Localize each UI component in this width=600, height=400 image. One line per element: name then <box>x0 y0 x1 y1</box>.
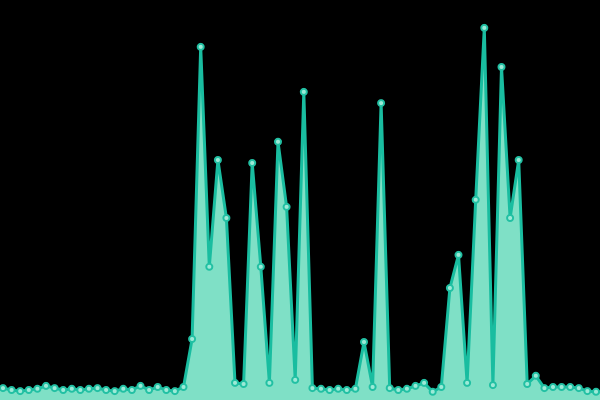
data-point-marker <box>102 386 111 394</box>
data-point-marker <box>342 386 351 394</box>
data-point-marker <box>239 380 248 388</box>
data-point-marker <box>540 384 549 393</box>
data-point-marker <box>179 383 188 391</box>
data-point-marker <box>42 381 50 390</box>
data-point-marker <box>265 378 274 387</box>
data-point-marker <box>317 384 325 393</box>
data-point-marker <box>84 384 93 393</box>
data-point-marker <box>583 387 592 396</box>
data-point-marker <box>248 159 257 167</box>
data-point-marker <box>119 384 128 393</box>
data-point-marker <box>506 214 515 222</box>
data-point-marker <box>196 42 205 51</box>
data-point-marker <box>488 381 497 390</box>
data-point-marker <box>463 378 472 387</box>
data-point-marker <box>480 23 489 32</box>
data-point-marker <box>497 63 506 71</box>
data-point-marker <box>222 214 231 222</box>
data-point-marker <box>471 195 480 204</box>
data-point-marker <box>282 202 291 211</box>
data-point-marker <box>93 384 102 393</box>
data-point-marker <box>231 378 239 387</box>
data-point-marker <box>420 378 429 387</box>
data-point-marker <box>213 156 222 164</box>
data-point-marker <box>127 386 136 394</box>
data-point-marker <box>162 386 171 394</box>
data-point-marker <box>454 250 463 259</box>
data-point-marker <box>428 387 437 396</box>
data-point-marker <box>59 386 68 394</box>
data-point-marker <box>411 381 420 390</box>
data-point-marker <box>145 386 154 394</box>
data-point-marker <box>67 384 76 393</box>
data-point-marker <box>402 384 411 393</box>
data-point-marker <box>33 384 42 393</box>
data-point-marker <box>205 262 214 271</box>
data-point-marker <box>76 386 85 394</box>
data-point-marker <box>566 383 575 391</box>
data-point-marker <box>110 387 119 396</box>
data-point-marker <box>377 99 386 108</box>
data-point-marker <box>549 383 557 391</box>
data-point-marker <box>299 87 308 96</box>
data-point-marker <box>514 156 523 164</box>
data-point-marker <box>188 335 197 343</box>
data-point-marker <box>445 284 454 292</box>
data-point-marker <box>16 387 25 396</box>
data-point-marker <box>574 384 583 393</box>
data-point-marker <box>557 383 566 391</box>
data-point-marker <box>24 386 33 394</box>
data-point-marker <box>308 384 317 393</box>
data-point-marker <box>325 386 334 394</box>
data-point-marker <box>256 262 265 271</box>
data-point-marker <box>368 383 377 391</box>
data-point-marker <box>523 380 532 388</box>
data-point-marker <box>7 386 16 394</box>
data-point-marker <box>351 384 360 393</box>
data-point-marker <box>385 384 394 393</box>
data-point-marker <box>531 371 540 380</box>
series-area-fill <box>0 27 600 400</box>
data-point-marker <box>136 381 145 390</box>
data-point-marker <box>360 338 368 346</box>
data-point-marker <box>170 387 179 396</box>
data-point-marker <box>592 387 600 396</box>
data-point-marker <box>394 386 403 394</box>
data-point-marker <box>291 375 300 384</box>
data-point-marker <box>153 383 162 391</box>
data-point-marker <box>274 137 282 146</box>
data-point-marker <box>334 384 343 393</box>
data-point-marker <box>50 384 59 393</box>
data-point-marker <box>437 383 446 391</box>
data-point-marker <box>0 384 7 393</box>
